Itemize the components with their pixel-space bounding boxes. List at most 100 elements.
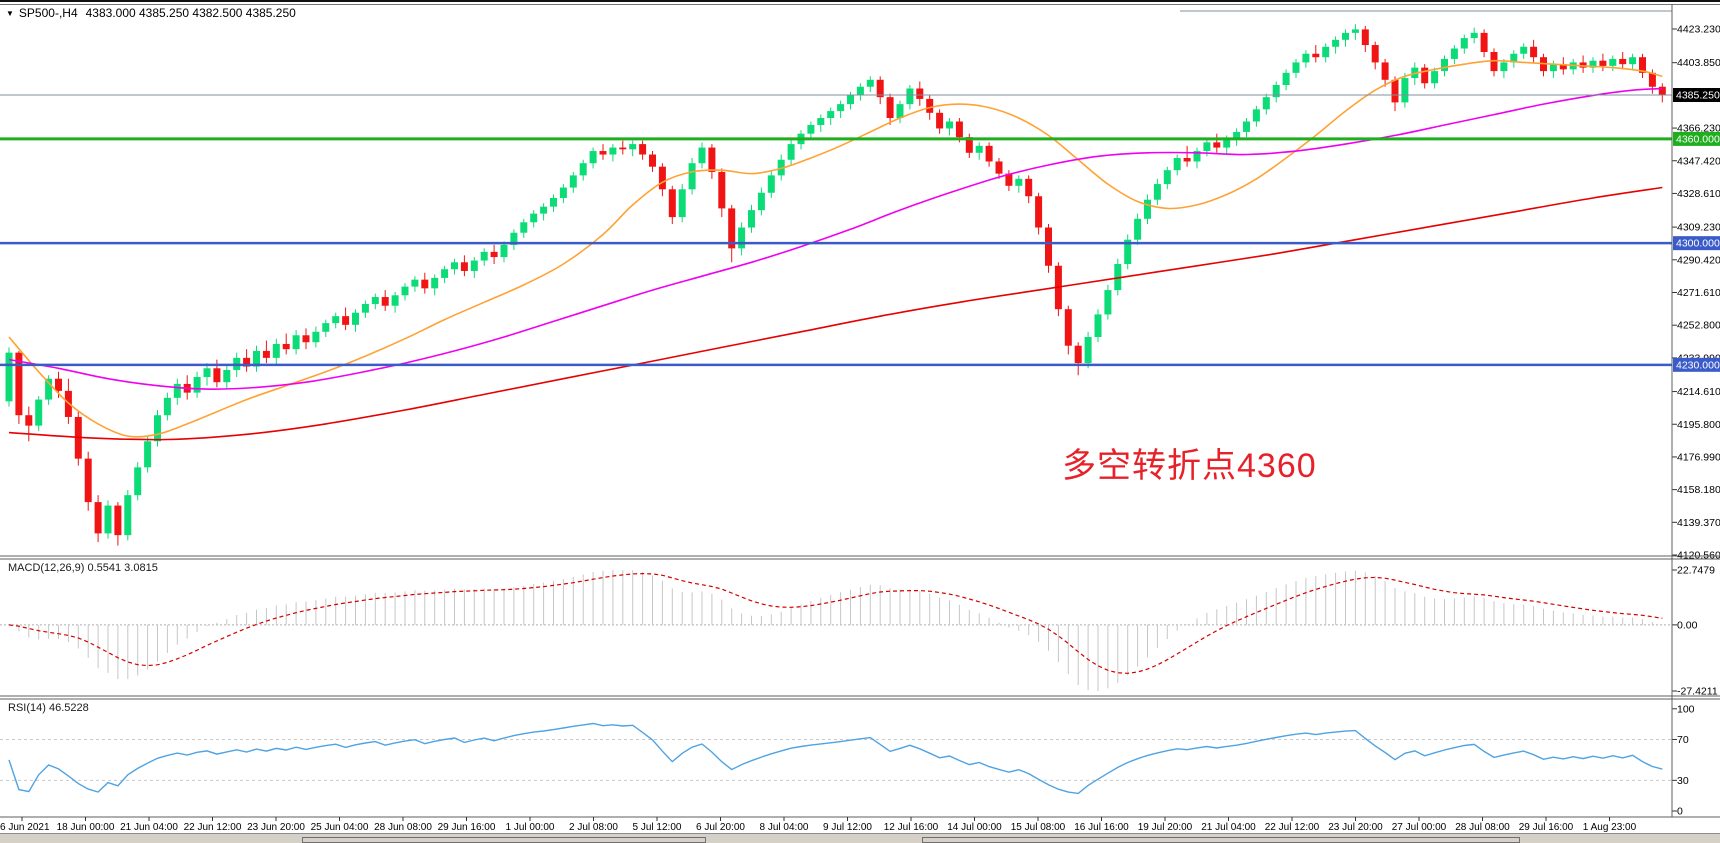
chevron-down-icon[interactable]: ▼ xyxy=(6,9,14,18)
time-tick-label: 29 Jul 16:00 xyxy=(1519,822,1574,833)
candle xyxy=(1173,158,1181,171)
candle xyxy=(1431,71,1439,84)
candle xyxy=(1124,239,1132,265)
candle xyxy=(1292,62,1300,73)
rsi-axis-label: 100 xyxy=(1677,703,1695,715)
candle xyxy=(1460,38,1468,49)
candle xyxy=(470,260,478,271)
rsi-line xyxy=(8,722,1663,795)
candle xyxy=(738,227,746,249)
candle xyxy=(1203,142,1211,152)
candle xyxy=(1549,64,1557,72)
candle xyxy=(500,244,508,258)
current-price-badge-text: 4385.250 xyxy=(1676,90,1720,102)
candle xyxy=(1332,39,1340,47)
candle xyxy=(1104,290,1112,315)
time-tick-label: 18 Jun 00:00 xyxy=(57,822,115,833)
candle xyxy=(698,147,706,164)
candle xyxy=(490,251,498,258)
candle xyxy=(540,206,548,214)
candle xyxy=(332,316,340,324)
candle xyxy=(371,297,379,304)
price-tick-label: 4309.230 xyxy=(1677,222,1720,234)
candle xyxy=(45,378,53,400)
candle xyxy=(876,79,884,98)
candle xyxy=(1084,337,1092,364)
price-tick-label: 4403.850 xyxy=(1677,57,1720,69)
time-tick-label: 28 Jun 08:00 xyxy=(374,822,432,833)
candle xyxy=(253,350,260,367)
macd-current-values: 0.5541 3.0815 xyxy=(87,562,158,574)
candle xyxy=(262,350,270,358)
level-price-badge xyxy=(1673,131,1720,146)
candle xyxy=(1134,218,1142,240)
time-tick-label: 25 Jun 04:00 xyxy=(311,822,369,833)
candle xyxy=(1342,32,1349,40)
time-tick-label: 21 Jul 04:00 xyxy=(1201,822,1256,833)
candle xyxy=(352,312,359,325)
candle xyxy=(1183,158,1191,162)
candle xyxy=(1005,173,1013,186)
current-price-badge xyxy=(1673,88,1720,103)
window-top-border xyxy=(0,0,1720,2)
macd-axis-label: 22.7479 xyxy=(1677,565,1715,577)
candle xyxy=(955,121,963,138)
candle xyxy=(1312,53,1320,58)
macd-histogram-layer xyxy=(18,570,1663,691)
candle xyxy=(411,279,419,287)
candle xyxy=(688,163,696,190)
time-tick-label: 23 Jun 20:00 xyxy=(247,822,305,833)
price-tick-label: 4158.180 xyxy=(1677,484,1720,496)
candle xyxy=(480,251,488,261)
candle xyxy=(896,104,904,119)
candle xyxy=(757,192,765,211)
candle xyxy=(748,210,755,228)
candle xyxy=(906,88,914,105)
macd-name: MACD(12,26,9) xyxy=(8,562,85,574)
candle xyxy=(381,297,389,306)
time-tick-label: 28 Jul 08:00 xyxy=(1455,822,1510,833)
time-axis: 16 Jun 2021 18 Jun 00:00 21 Jun 04:00 22 Ju… xyxy=(0,817,1637,833)
candle xyxy=(926,98,934,113)
candle xyxy=(807,124,815,134)
candle xyxy=(1114,264,1122,291)
candle xyxy=(431,277,439,289)
candle xyxy=(1163,170,1171,185)
candle xyxy=(916,88,924,99)
time-tick-label: 12 Jul 16:00 xyxy=(884,822,939,833)
panel-borders xyxy=(0,4,1720,818)
candle xyxy=(510,232,518,245)
time-tick-label: 15 Jul 08:00 xyxy=(1011,822,1066,833)
time-tick-label: 6 Jul 20:00 xyxy=(696,822,745,833)
time-tick-label: 1 Aug 23:00 xyxy=(1583,822,1637,833)
candle xyxy=(1025,178,1033,197)
ma-slow-red-line[interactable] xyxy=(8,186,1663,441)
candle xyxy=(1153,184,1161,200)
ma-fast-orange-line[interactable] xyxy=(8,59,1663,438)
candle xyxy=(728,208,736,249)
candle xyxy=(1441,58,1448,72)
macd-axis-label: 0.00 xyxy=(1677,619,1698,631)
candle xyxy=(391,295,399,306)
price-tick-label: 4423.230 xyxy=(1677,24,1720,36)
candle xyxy=(936,112,944,129)
chart-annotation-text: 多空转折点4360 xyxy=(1062,447,1317,485)
candle xyxy=(1530,46,1538,58)
time-tick-label: 27 Jul 00:00 xyxy=(1392,822,1447,833)
candle xyxy=(1272,85,1280,98)
time-tick-label: 5 Jul 12:00 xyxy=(633,822,682,833)
ma-mid-magenta-line[interactable] xyxy=(8,87,1663,390)
time-tick-label: 14 Jul 00:00 xyxy=(947,822,1002,833)
time-tick-label: 22 Jun 12:00 xyxy=(184,822,242,833)
candle xyxy=(173,383,181,398)
candle xyxy=(985,145,993,162)
candle xyxy=(193,376,201,393)
candle xyxy=(223,370,231,383)
candle xyxy=(1282,72,1290,86)
chart-title: ▼ SP500-,H4 4383.000 4385.250 4382.500 438… xyxy=(6,6,296,20)
rsi-indicator-label: RSI(14) 46.5228 xyxy=(8,702,89,714)
candle xyxy=(1193,151,1201,162)
candle xyxy=(678,189,686,218)
